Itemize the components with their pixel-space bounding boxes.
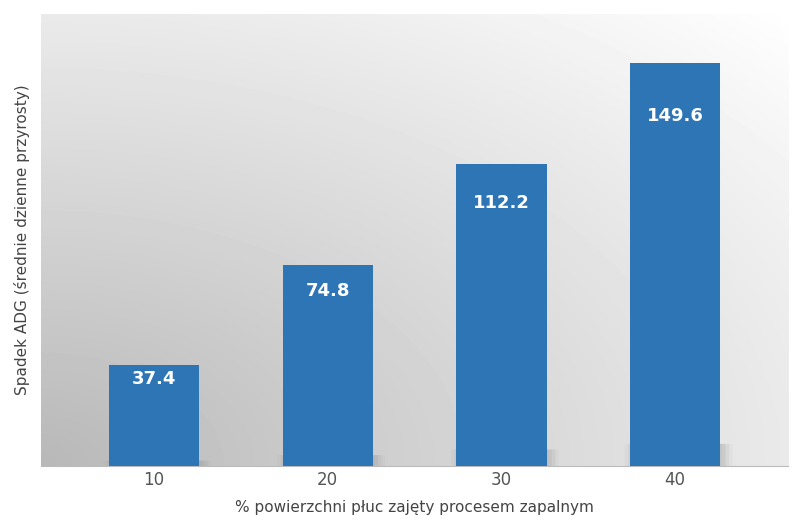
- FancyBboxPatch shape: [107, 461, 208, 466]
- FancyBboxPatch shape: [451, 450, 559, 466]
- Text: 112.2: 112.2: [473, 194, 530, 212]
- FancyBboxPatch shape: [288, 455, 375, 466]
- FancyBboxPatch shape: [628, 444, 729, 466]
- FancyBboxPatch shape: [625, 444, 732, 466]
- Text: 74.8: 74.8: [306, 282, 350, 300]
- Y-axis label: Spadek ADG (średnie dzienne przyrosty): Spadek ADG (średnie dzienne przyrosty): [14, 85, 30, 395]
- FancyBboxPatch shape: [284, 455, 378, 466]
- FancyBboxPatch shape: [103, 461, 211, 466]
- Bar: [630, 63, 720, 466]
- FancyBboxPatch shape: [635, 444, 722, 466]
- FancyBboxPatch shape: [458, 450, 552, 466]
- Bar: [456, 164, 547, 466]
- Text: 149.6: 149.6: [646, 107, 703, 125]
- FancyBboxPatch shape: [632, 444, 726, 466]
- FancyBboxPatch shape: [455, 450, 555, 466]
- X-axis label: % powierzchni płuc zajęty procesem zapalnym: % powierzchni płuc zajęty procesem zapal…: [235, 500, 594, 515]
- FancyBboxPatch shape: [461, 450, 549, 466]
- FancyBboxPatch shape: [465, 450, 545, 466]
- FancyBboxPatch shape: [281, 455, 382, 466]
- FancyBboxPatch shape: [277, 455, 385, 466]
- Bar: [109, 366, 199, 466]
- FancyBboxPatch shape: [114, 461, 200, 466]
- Text: 37.4: 37.4: [132, 370, 176, 388]
- Bar: [282, 265, 373, 466]
- FancyBboxPatch shape: [291, 455, 371, 466]
- FancyBboxPatch shape: [638, 444, 719, 466]
- FancyBboxPatch shape: [117, 461, 197, 466]
- FancyBboxPatch shape: [111, 461, 205, 466]
